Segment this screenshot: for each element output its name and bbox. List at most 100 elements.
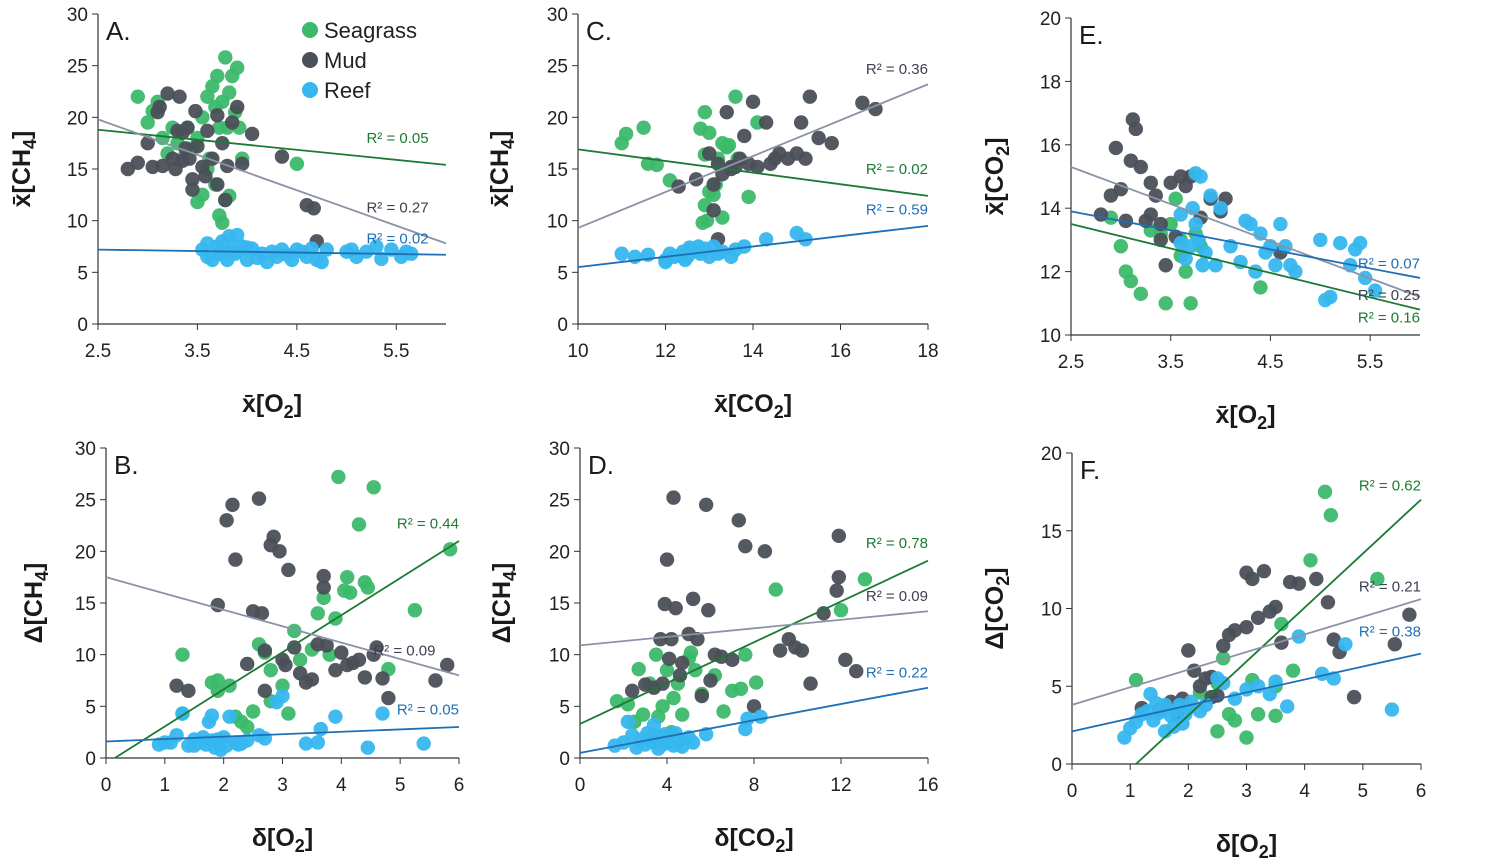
mud-point: [1216, 638, 1231, 654]
mud-point: [1320, 595, 1336, 610]
y-tick-label: 20: [1040, 9, 1061, 30]
mud-point: [690, 631, 705, 647]
mud-r2-label: R² = 0.09: [373, 643, 435, 660]
reef-point: [319, 242, 334, 257]
reef-legend-label: Reef: [324, 78, 371, 103]
panel-label: B.: [114, 450, 139, 480]
y-tick-label: 15: [549, 594, 570, 615]
reef-point: [753, 709, 768, 724]
mud-point: [225, 115, 240, 130]
y-tick-label: 18: [1040, 72, 1061, 93]
x-axis-title: x̄[O2]: [242, 390, 302, 422]
x-tick-label: 2.5: [1058, 352, 1084, 373]
seagrass-point: [1274, 616, 1289, 632]
mud-point: [381, 690, 396, 706]
x-tick-label: 3.5: [1158, 352, 1184, 373]
seagrass-point: [1250, 707, 1266, 722]
seagrass-point: [675, 707, 690, 722]
x-tick-label: 2: [1183, 781, 1194, 802]
panel-b: 0 5 10 15 20 25 30 0 1 2 3 4 5 6 δ[O2] Δ[CH4] B. R² = 0.4…: [20, 439, 464, 856]
y-tick-label: 10: [1041, 600, 1062, 621]
mud-point: [659, 552, 675, 567]
seagrass-point: [659, 662, 675, 678]
mud-point: [185, 172, 200, 187]
mud-point: [758, 115, 774, 130]
seagrass-point: [337, 583, 352, 598]
reef-point: [1208, 258, 1223, 273]
mud-point: [745, 94, 761, 110]
mud-point: [274, 149, 290, 164]
mud-point: [675, 655, 690, 671]
mud-point: [719, 104, 734, 120]
reef-point: [375, 706, 390, 721]
x-tick-label: 10: [567, 341, 588, 362]
seagrass-point: [702, 125, 717, 141]
mud-point: [653, 631, 668, 647]
seagrass-point: [748, 675, 764, 690]
reef-point: [1280, 699, 1295, 714]
mud-point: [140, 135, 155, 151]
reef-point: [1333, 235, 1348, 251]
panel-d: 0 5 10 15 20 25 30 0 4 8 12 16 δ[CO2] Δ[CH4] D. R² = 0.…: [488, 439, 939, 856]
seagrass-point: [1168, 191, 1183, 206]
mud-point: [316, 580, 331, 595]
mud-point: [831, 528, 847, 544]
seagrass-point: [719, 140, 734, 155]
y-axis-title: Δ[CH4]: [20, 563, 52, 644]
reef-point: [1188, 216, 1203, 232]
mud-point: [1108, 140, 1124, 156]
mud-point: [230, 99, 245, 115]
y-tick-label: 20: [67, 108, 88, 129]
legend: Seagrass Mud Reef: [302, 18, 417, 103]
seagrass-point: [716, 704, 731, 719]
seagrass-point: [618, 126, 634, 142]
seagrass-point: [292, 652, 308, 668]
reef-trendline: [1071, 652, 1422, 733]
reef-point: [1243, 216, 1258, 232]
y-axis-title: x̄[CH4]: [486, 131, 518, 208]
seagrass-point: [275, 678, 290, 693]
mud-point: [240, 656, 255, 672]
mud-point: [706, 177, 721, 192]
mud-point: [816, 606, 831, 621]
mud-point: [657, 596, 673, 612]
reef-point: [222, 709, 237, 724]
seagrass-point: [442, 542, 458, 557]
reef-point: [1213, 201, 1228, 216]
x-tick-label: 1: [1125, 781, 1136, 802]
seagrass-point: [683, 645, 699, 660]
seagrass-point: [310, 606, 325, 621]
mud-point: [351, 652, 367, 668]
mud-point: [278, 657, 293, 673]
mud-point: [304, 672, 320, 687]
seagrass-point: [210, 673, 225, 688]
reef-point: [1338, 637, 1353, 652]
seagrass-point: [210, 68, 225, 84]
seagrass-point: [1158, 296, 1173, 311]
x-tick-label: 3: [1241, 781, 1252, 802]
mud-trendline: [1071, 598, 1422, 706]
mud-point: [234, 156, 250, 172]
mud-point: [855, 95, 870, 111]
y-axis-title: Δ[CO2]: [981, 567, 1013, 649]
reef-point: [740, 711, 755, 726]
mud-point: [228, 552, 243, 567]
mud-point: [1250, 610, 1266, 626]
mud-point: [440, 657, 455, 673]
y-tick-label: 25: [67, 57, 88, 78]
mud-point: [793, 115, 809, 130]
mud-point: [185, 182, 200, 197]
reef-trendline: [1070, 210, 1421, 279]
seagrass-r2-label: R² = 0.62: [1359, 477, 1421, 494]
mud-point: [1274, 635, 1289, 650]
mud-trendline: [1070, 166, 1421, 298]
y-tick-label: 10: [547, 212, 568, 233]
seagrass-point: [1239, 730, 1254, 745]
reef-point: [257, 731, 273, 746]
seagrass-point: [215, 215, 230, 230]
y-tick-label: 10: [75, 646, 96, 667]
mud-point: [319, 638, 334, 653]
seagrass-point: [649, 157, 664, 173]
mud-point: [1402, 607, 1417, 622]
reef-point: [675, 739, 690, 754]
